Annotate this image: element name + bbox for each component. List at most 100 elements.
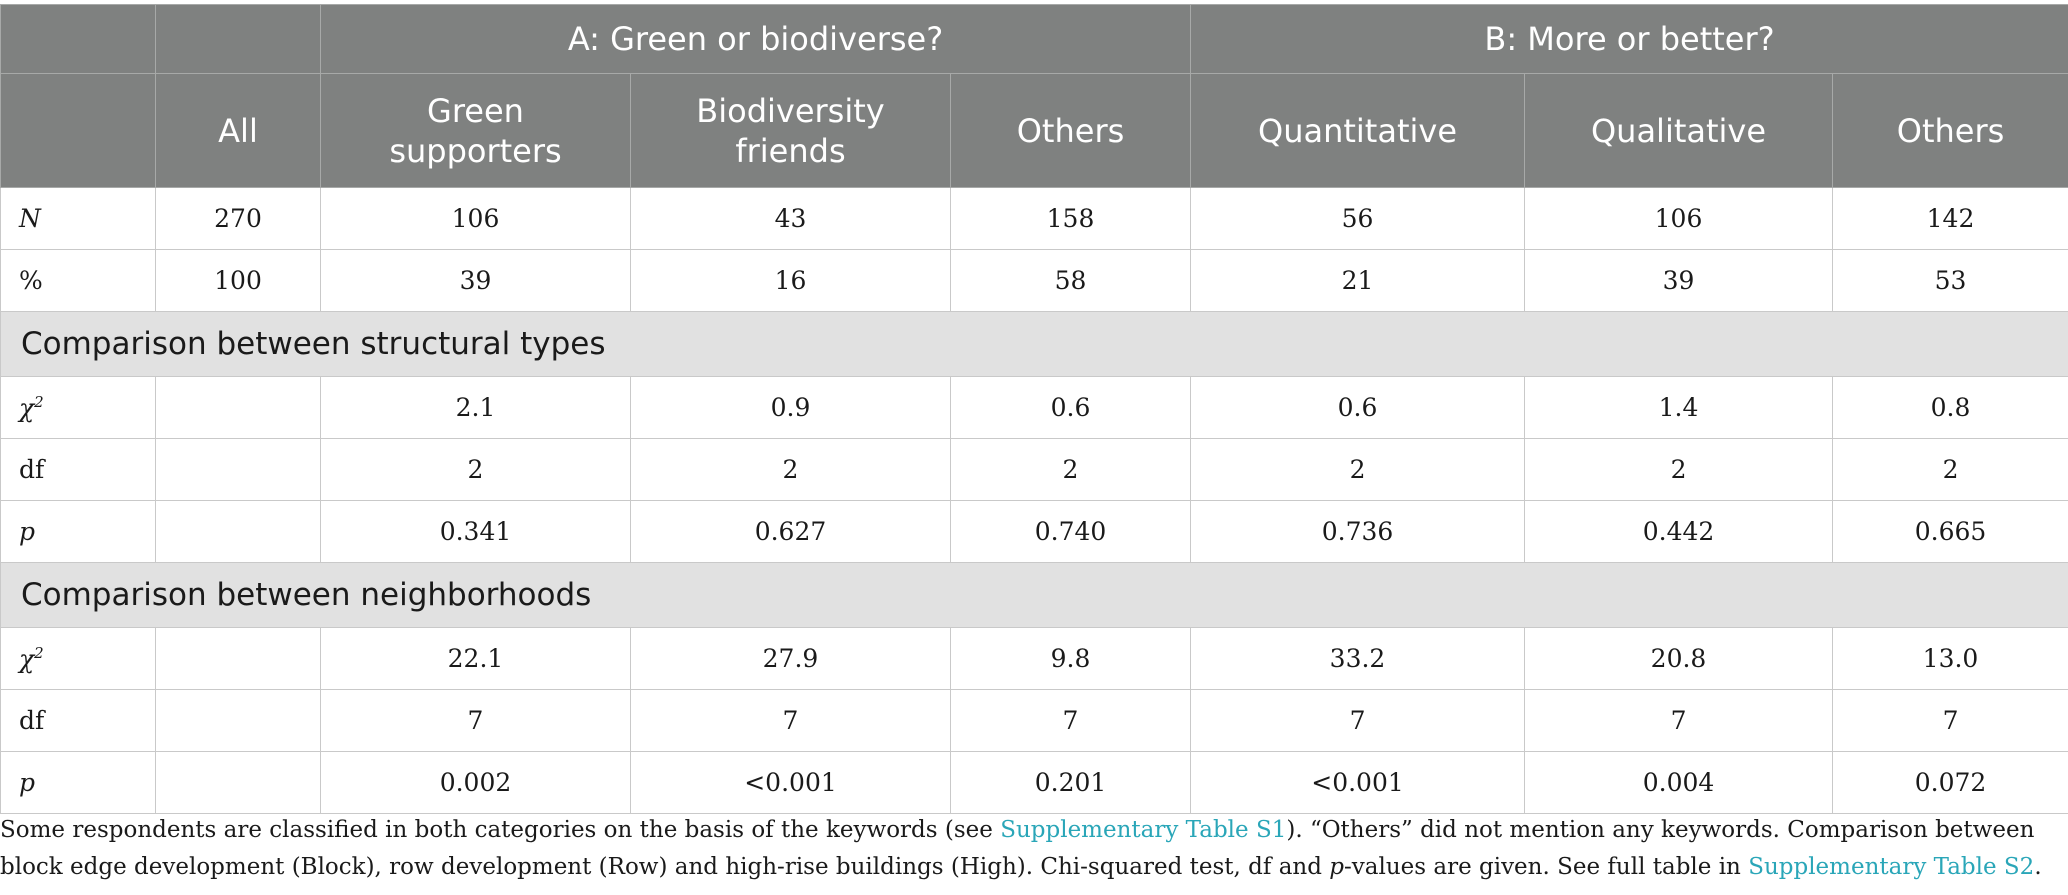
- table-cell: 0.736: [1190, 500, 1526, 563]
- row-label: N: [0, 187, 156, 250]
- table-cell: 0.341: [320, 500, 631, 563]
- table-cell: 7: [320, 689, 631, 752]
- table-cell: 43: [630, 187, 951, 250]
- table-cell: 7: [1190, 689, 1526, 752]
- table-row-percent: % 100 39 16 58 21 39 53: [0, 249, 2068, 312]
- col-header-biodiversity-friends: Biodiversity friends: [630, 73, 951, 188]
- table-cell: 0.002: [320, 751, 631, 814]
- footnote-text: ). “Others” did not mention any keywords…: [0, 817, 2035, 880]
- table-cell: 56: [1190, 187, 1526, 250]
- table-row-n: N 270 106 43 158 56 106 142: [0, 187, 2068, 250]
- table-cell: [155, 689, 321, 752]
- footnote-p-italic: p: [1329, 854, 1344, 880]
- table-cell: 2.1: [320, 376, 631, 439]
- table-cell: 22.1: [320, 627, 631, 690]
- table-cell: 33.2: [1190, 627, 1526, 690]
- section-row-neighborhoods: Comparison between neighborhoods: [0, 562, 2068, 628]
- section-title: Comparison between neighborhoods: [0, 562, 2068, 628]
- table-cell: 2: [320, 438, 631, 501]
- row-label: p: [0, 751, 156, 814]
- table-cell: 0.442: [1524, 500, 1834, 563]
- section-row-structural-types: Comparison between structural types: [0, 311, 2068, 377]
- table-cell: 2: [949, 438, 1192, 501]
- supplementary-table-s1-link[interactable]: Supplementary Table S1: [1000, 817, 1287, 843]
- table-cell: 100: [155, 249, 321, 312]
- table-cell: 0.9: [630, 376, 951, 439]
- table-cell: 1.4: [1524, 376, 1834, 439]
- table-cell: 27.9: [630, 627, 951, 690]
- row-label: df: [0, 438, 156, 501]
- table-cell: <0.001: [630, 751, 951, 814]
- table-row-chi2: χ2 2.1 0.9 0.6 0.6 1.4 0.8: [0, 376, 2068, 439]
- table-cell: 106: [320, 187, 631, 250]
- table-cell: 2: [630, 438, 951, 501]
- supplementary-table-s2-link[interactable]: Supplementary Table S2: [1748, 854, 2035, 880]
- table-cell: <0.001: [1190, 751, 1526, 814]
- table-cell: 142: [1832, 187, 2068, 250]
- col-header-others-b: Others: [1832, 73, 2068, 188]
- section-title: Comparison between structural types: [0, 311, 2068, 377]
- header-empty-corner: [0, 4, 156, 74]
- table-cell: [155, 500, 321, 563]
- header-row-groups: A: Green or biodiverse? B: More or bette…: [0, 4, 2068, 74]
- footnote-text: -values are given. See full table in: [1343, 854, 1749, 880]
- table-cell: 58: [949, 249, 1192, 312]
- table-cell: 158: [949, 187, 1192, 250]
- header-empty-all: [155, 4, 321, 74]
- data-table-container: A: Green or biodiverse? B: More or bette…: [0, 4, 2068, 814]
- header-empty-label: [0, 73, 156, 188]
- chi-superscript: 2: [34, 643, 44, 662]
- table-cell: 106: [1524, 187, 1834, 250]
- table-cell: 53: [1832, 249, 2068, 312]
- table-cell: 0.665: [1832, 500, 2068, 563]
- table-cell: 0.8: [1832, 376, 2068, 439]
- table-footnote: Some respondents are classified in both …: [0, 812, 2060, 886]
- table-cell: 7: [949, 689, 1192, 752]
- table-cell: 39: [320, 249, 631, 312]
- table-cell: 0.627: [630, 500, 951, 563]
- table-cell: 21: [1190, 249, 1526, 312]
- col-header-all: All: [155, 73, 321, 188]
- table-row-chi2: χ2 22.1 27.9 9.8 33.2 20.8 13.0: [0, 627, 2068, 690]
- table-cell: 20.8: [1524, 627, 1834, 690]
- table-cell: [155, 627, 321, 690]
- table-cell: 7: [1524, 689, 1834, 752]
- table-cell: 270: [155, 187, 321, 250]
- table-row-df: df 2 2 2 2 2 2: [0, 438, 2068, 501]
- table-row-df: df 7 7 7 7 7 7: [0, 689, 2068, 752]
- table-cell: 2: [1190, 438, 1526, 501]
- table-cell: 0.072: [1832, 751, 2068, 814]
- header-row-columns: All Green supporters Biodiversity friend…: [0, 73, 2068, 188]
- table-cell: 0.6: [949, 376, 1192, 439]
- row-label: p: [0, 500, 156, 563]
- table-cell: [155, 751, 321, 814]
- table-row-p: p 0.002 <0.001 0.201 <0.001 0.004 0.072: [0, 751, 2068, 814]
- col-header-quantitative: Quantitative: [1190, 73, 1526, 188]
- col-header-green-supporters-text: Green supporters: [389, 91, 562, 170]
- chi-symbol: χ: [19, 393, 35, 423]
- table-cell: 39: [1524, 249, 1834, 312]
- row-label: %: [0, 249, 156, 312]
- table-cell: [155, 438, 321, 501]
- chi-superscript: 2: [34, 392, 44, 411]
- header-group-b: B: More or better?: [1190, 4, 2068, 74]
- col-header-qualitative: Qualitative: [1524, 73, 1834, 188]
- col-header-biodiversity-friends-text: Biodiversity friends: [696, 91, 885, 170]
- table-row-p: p 0.341 0.627 0.740 0.736 0.442 0.665: [0, 500, 2068, 563]
- col-header-others-a: Others: [949, 73, 1192, 188]
- footnote-text: Some respondents are classified in both …: [0, 817, 1001, 843]
- table-cell: 13.0: [1832, 627, 2068, 690]
- table-cell: 0.6: [1190, 376, 1526, 439]
- table-cell: 0.004: [1524, 751, 1834, 814]
- table-cell: 2: [1524, 438, 1834, 501]
- row-label: df: [0, 689, 156, 752]
- chi-symbol: χ: [19, 644, 35, 674]
- row-label: χ2: [0, 627, 156, 690]
- table-cell: 16: [630, 249, 951, 312]
- results-table: A: Green or biodiverse? B: More or bette…: [0, 4, 2068, 814]
- table-cell: 9.8: [949, 627, 1192, 690]
- header-group-a: A: Green or biodiverse?: [319, 4, 1192, 74]
- footnote-text: .: [2034, 854, 2042, 880]
- table-cell: 7: [1832, 689, 2068, 752]
- table-cell: 0.740: [949, 500, 1192, 563]
